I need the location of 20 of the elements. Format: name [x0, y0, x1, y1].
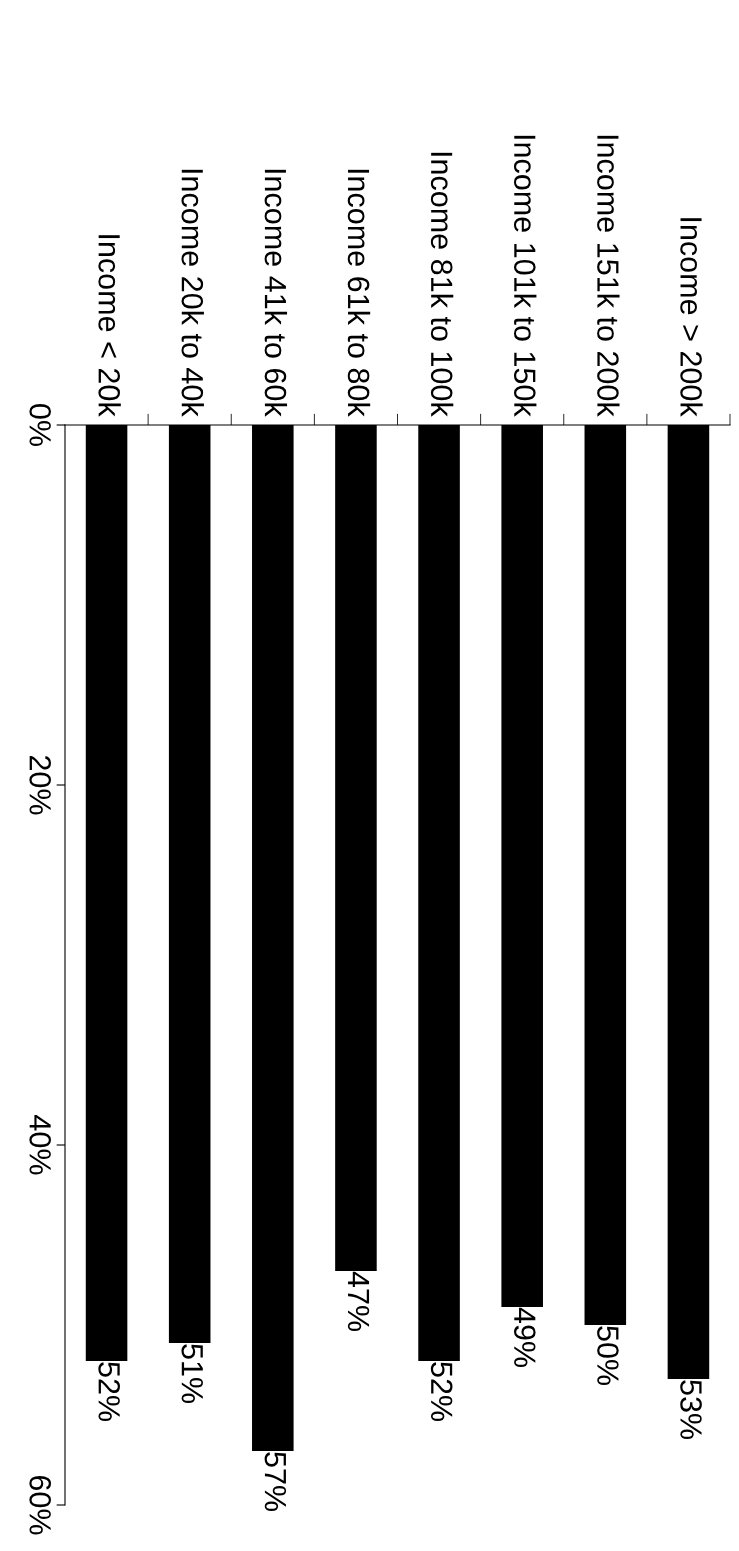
data-label: 50%	[597, 1326, 619, 1386]
x-tick-label: Income 101k to 150k	[513, 135, 537, 417]
y-tick-label: 60%	[29, 1475, 51, 1535]
data-label: 47%	[347, 1271, 370, 1332]
x-tick-label: Income < 20k	[98, 235, 121, 417]
x-tick-label: Income 151k to 200k	[597, 135, 620, 417]
data-label: 51%	[181, 1344, 203, 1404]
y-tick-label: 0%	[29, 404, 51, 446]
data-label: 53%	[680, 1380, 702, 1440]
x-tick-label: Income 61k to 80k	[347, 169, 371, 417]
y-tick-label: 40%	[29, 1115, 51, 1175]
data-label: 57%	[264, 1452, 287, 1512]
data-label: 52%	[430, 1362, 453, 1422]
x-tick-label: Income 41k to 60k	[264, 169, 288, 417]
x-tick-label: Income 81k to 100k	[430, 152, 454, 417]
x-tick-label: Income > 200k	[680, 218, 703, 417]
data-label: 49%	[513, 1307, 536, 1368]
y-tick-label: 20%	[29, 755, 51, 815]
x-tick-label: Income 20k to 40k	[181, 169, 204, 417]
data-label: 52%	[98, 1362, 120, 1422]
